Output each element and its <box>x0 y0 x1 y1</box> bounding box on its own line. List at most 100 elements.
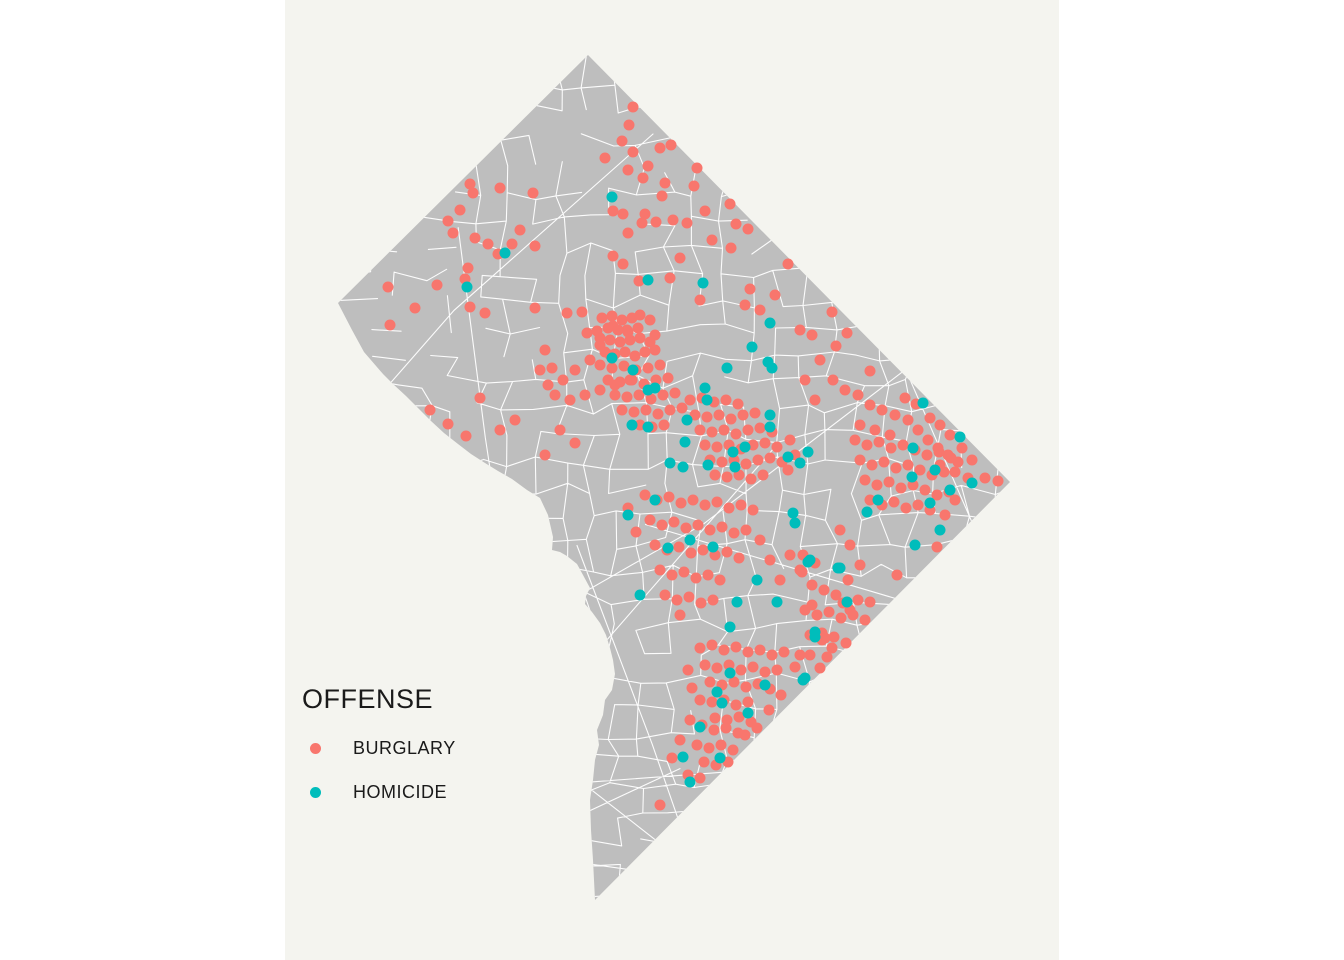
burglary-point <box>784 434 796 446</box>
burglary-point <box>720 722 732 734</box>
burglary-point <box>709 712 721 724</box>
burglary-point <box>681 217 693 229</box>
burglary-point <box>665 139 677 151</box>
burglary-point <box>642 362 654 374</box>
burglary-point <box>841 327 853 339</box>
burglary-point <box>529 240 541 252</box>
burglary-point <box>747 661 759 673</box>
burglary-point <box>606 362 618 374</box>
burglary-point <box>442 215 454 227</box>
burglary-point <box>723 659 735 671</box>
burglary-point <box>763 704 775 716</box>
burglary-point <box>828 631 840 643</box>
burglary-point <box>682 664 694 676</box>
burglary-point <box>840 637 852 649</box>
homicide-point <box>714 752 726 764</box>
burglary-point <box>818 584 830 596</box>
burglary-point <box>745 473 757 485</box>
burglary-point <box>747 504 759 516</box>
homicide-point <box>802 446 814 458</box>
burglary-point <box>711 662 723 674</box>
burglary-point <box>539 449 551 461</box>
burglary-point <box>609 389 621 401</box>
burglary-point <box>799 374 811 386</box>
homicide-point <box>771 596 783 608</box>
burglary-point <box>721 546 733 558</box>
homicide-point <box>924 497 936 509</box>
burglary-point <box>644 336 656 348</box>
homicide-point <box>731 596 743 608</box>
burglary-point <box>806 329 818 341</box>
burglary-point <box>542 379 554 391</box>
burglary-point <box>424 404 436 416</box>
burglary-point <box>706 426 718 438</box>
burglary-point <box>742 223 754 235</box>
burglary-point <box>460 430 472 442</box>
burglary-point <box>494 424 506 436</box>
burglary-point <box>675 497 687 509</box>
burglary-point <box>617 208 629 220</box>
burglary-point <box>891 569 903 581</box>
burglary-point <box>704 676 716 688</box>
burglary-point <box>704 524 716 536</box>
homicide-point <box>626 419 638 431</box>
burglary-point <box>698 756 710 768</box>
burglary-point <box>616 314 628 326</box>
homicide-point <box>499 247 511 259</box>
burglary-point <box>720 394 732 406</box>
legend: OFFENSE BURGLARY HOMICIDE <box>302 684 456 821</box>
burglary-point <box>527 187 539 199</box>
burglary-points-layer <box>382 101 1004 811</box>
burglary-point <box>725 413 737 425</box>
burglary-point <box>649 539 661 551</box>
burglary-point <box>752 454 764 466</box>
burglary-point <box>724 198 736 210</box>
burglary-point <box>650 216 662 228</box>
burglary-point <box>604 334 616 346</box>
homicide-point <box>789 517 801 529</box>
dc-boundary-polygon <box>338 55 1010 900</box>
burglary-point <box>888 496 900 508</box>
burglary-point <box>735 664 747 676</box>
burglary-point <box>739 299 751 311</box>
burglary-point <box>939 509 951 521</box>
burglary-point <box>694 424 706 436</box>
burglary-point <box>782 464 794 476</box>
burglary-point <box>454 204 466 216</box>
homicide-point <box>642 274 654 286</box>
burglary-point <box>689 409 701 421</box>
burglary-point <box>654 359 666 371</box>
burglary-point <box>616 135 628 147</box>
burglary-point <box>706 639 718 651</box>
burglary-point <box>673 541 685 553</box>
burglary-point <box>715 739 727 751</box>
burglary-point <box>949 466 961 478</box>
homicide-point <box>727 446 739 458</box>
burglary-point <box>691 739 703 751</box>
homicide-point <box>751 574 763 586</box>
burglary-point <box>864 596 876 608</box>
homicide-point <box>622 509 634 521</box>
burglary-point <box>676 402 688 414</box>
burglary-point <box>709 469 721 481</box>
homicide-point <box>787 507 799 519</box>
burglary-point <box>474 392 486 404</box>
burglary-point <box>514 224 526 236</box>
burglary-point <box>754 304 766 316</box>
homicide-point <box>702 459 714 471</box>
burglary-point <box>652 408 664 420</box>
homicide-point <box>764 421 776 433</box>
burglary-point <box>844 539 856 551</box>
burglary-point <box>656 190 668 202</box>
burglary-point <box>666 752 678 764</box>
burglary-point <box>494 182 506 194</box>
burglary-point <box>945 452 957 464</box>
homicide-point <box>716 697 728 709</box>
burglary-point <box>852 389 864 401</box>
burglary-point <box>666 569 678 581</box>
homicide-point <box>872 494 884 506</box>
burglary-point <box>618 360 630 372</box>
burglary-point <box>759 666 771 678</box>
burglary-point <box>442 418 454 430</box>
